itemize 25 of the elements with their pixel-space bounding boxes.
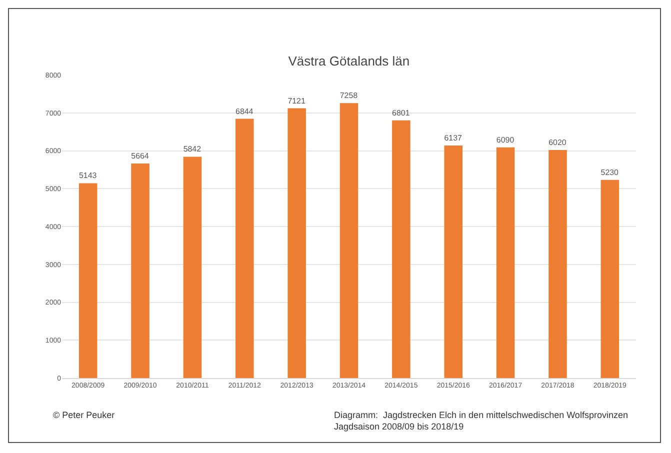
data-label: 6020 xyxy=(548,138,567,147)
bar xyxy=(183,156,202,378)
bar xyxy=(548,150,567,378)
bar xyxy=(236,118,254,378)
data-label: 6090 xyxy=(496,135,515,144)
bar xyxy=(78,183,98,378)
data-label: 5143 xyxy=(78,171,98,180)
text: Diagramm: Jagdstrecken Elch in den mittelschwedischen Wolfsprovinzen Jagdsaison 2008/09 bis 2018/19 xyxy=(334,410,628,432)
bar xyxy=(496,147,515,378)
data-label: 5842 xyxy=(183,144,202,154)
bar xyxy=(444,146,462,378)
data-label: 6844 xyxy=(236,106,254,116)
bar xyxy=(600,180,620,378)
text: © Peter Peuker xyxy=(53,410,115,420)
data-label: 5230 xyxy=(600,168,620,177)
data-label: 7258 xyxy=(340,91,358,100)
data-label: 7121 xyxy=(288,96,306,106)
data-label: 5664 xyxy=(131,151,150,160)
bar xyxy=(340,103,358,378)
bar xyxy=(131,163,150,378)
data-label: 6801 xyxy=(392,108,410,118)
bar xyxy=(392,120,410,378)
bar xyxy=(288,108,306,378)
data-label: 6137 xyxy=(444,134,463,143)
chart-title: Västra Götalands län xyxy=(288,54,410,69)
